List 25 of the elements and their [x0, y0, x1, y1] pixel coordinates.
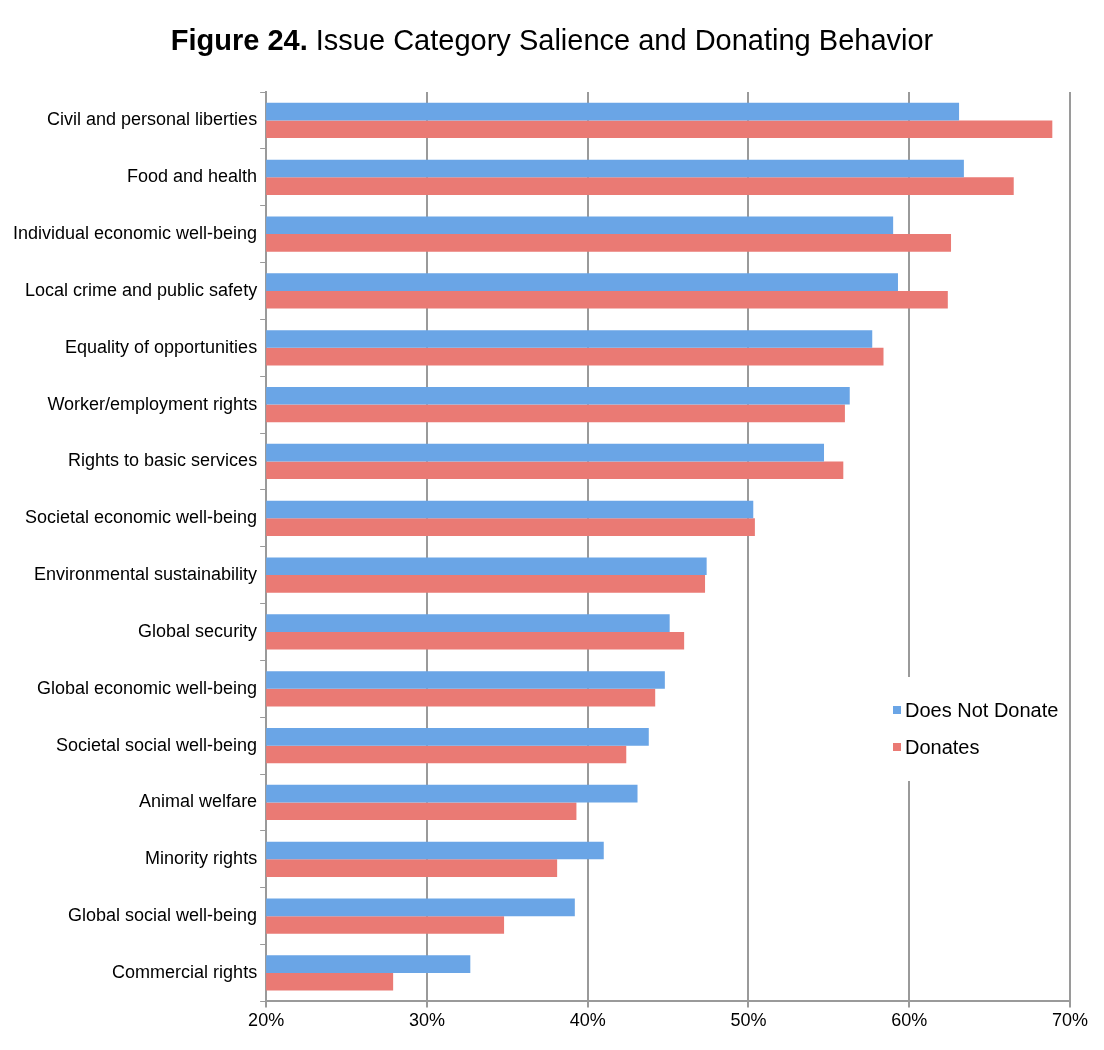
y-tick-label: Civil and personal liberties: [47, 109, 258, 130]
y-tick-label: Environmental sustainability: [34, 564, 258, 585]
x-tick-label: 40%: [569, 1010, 606, 1031]
x-tick-label: 20%: [248, 1010, 285, 1031]
y-tick-label: Commercial rights: [112, 961, 258, 982]
y-tick-label: Global security: [138, 620, 258, 641]
y-tick-label: Local crime and public safety: [25, 279, 258, 300]
y-tick-label: Global economic well-being: [37, 677, 258, 698]
y-tick-label: Minority rights: [145, 848, 258, 869]
y-tick-label: Animal welfare: [139, 791, 258, 812]
y-tick-label: Food and health: [127, 166, 258, 187]
x-tick-label: 70%: [1051, 1010, 1089, 1031]
x-tick-label: 30%: [408, 1010, 445, 1031]
chart-title: Figure 24. Issue Category Salience and Donating Behavior: [170, 24, 934, 56]
y-tick-label: Societal social well-being: [56, 734, 258, 755]
legend-label: Does Not Donate: [905, 698, 1059, 722]
y-tick-label: Individual economic well-being: [12, 223, 258, 244]
x-tick-label: 60%: [891, 1010, 928, 1031]
y-tick-label: Worker/employment rights: [47, 393, 258, 414]
legend-label: Donates: [905, 735, 980, 759]
y-tick-label: Societal economic well-being: [25, 507, 258, 528]
y-tick-label: Equality of opportunities: [65, 336, 258, 357]
y-tick-label: Rights to basic services: [68, 450, 258, 471]
x-tick-label: 50%: [730, 1010, 767, 1031]
y-tick-label: Global social well-being: [68, 905, 258, 926]
